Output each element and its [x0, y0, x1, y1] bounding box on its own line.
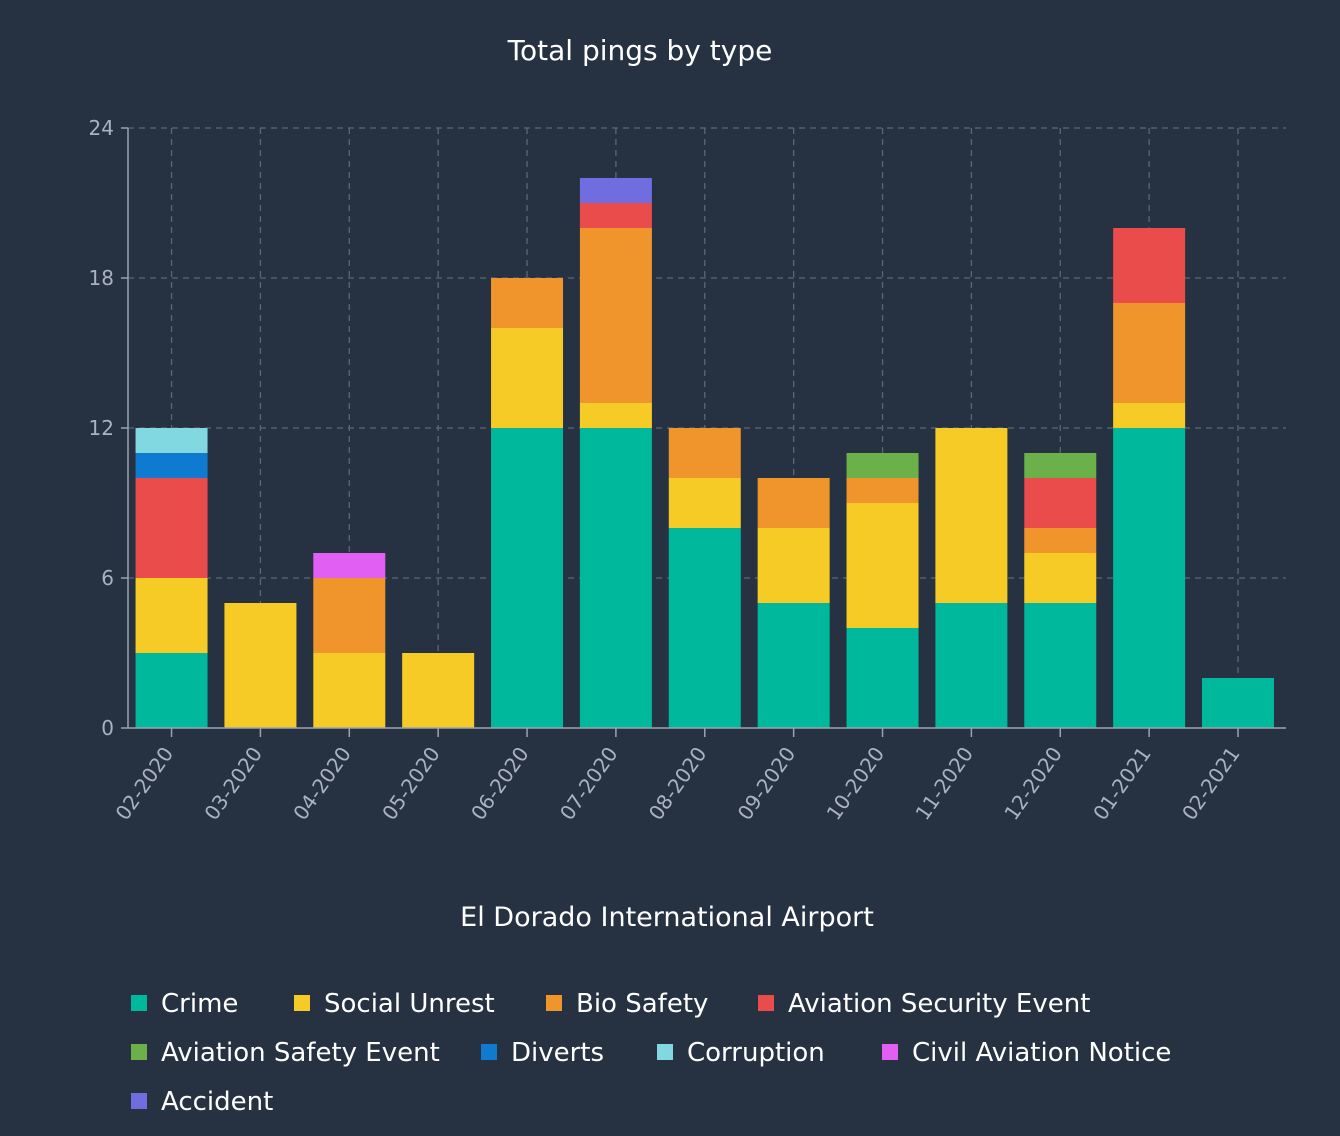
bar-segment [1202, 678, 1275, 728]
legend: Crime Social Unrest Bio Safety Aviation Sec… [131, 989, 1171, 1117]
legend-item[interactable]: Civil Aviation Notice [882, 1038, 1171, 1068]
x-tick-label: 10-2020 [822, 742, 890, 824]
x-tick-label: 12-2020 [999, 742, 1067, 824]
bar-segment [579, 203, 652, 228]
legend-swatch [294, 995, 310, 1011]
bar-segment [1024, 528, 1097, 553]
legend-swatch [758, 995, 774, 1011]
bar-segment [668, 528, 741, 728]
bar-segment [313, 578, 386, 653]
bar-segment [579, 178, 652, 203]
y-tick-label: 18 [89, 266, 114, 290]
legend-label: Crime [161, 989, 238, 1019]
legend-item[interactable]: Social Unrest [294, 989, 495, 1019]
legend-label: Aviation Safety Event [161, 1038, 440, 1068]
bar-segment [1024, 553, 1097, 603]
legend-swatch [546, 995, 562, 1011]
legend-label: Bio Safety [576, 989, 708, 1019]
bar-segment [1113, 428, 1186, 728]
x-tick-label: 04-2020 [288, 742, 356, 824]
bar-segment [135, 428, 208, 453]
x-tick-label: 08-2020 [644, 742, 712, 824]
bar-segment [135, 578, 208, 653]
legend-item[interactable]: Diverts [481, 1038, 604, 1068]
bar-segment [846, 503, 919, 628]
bar-segment [491, 278, 564, 328]
bar-segment [313, 653, 386, 728]
bar-segment [846, 478, 919, 503]
bar-segment [224, 603, 297, 728]
bar-segment [402, 653, 475, 728]
bar-segment [935, 603, 1008, 728]
bar-segment [579, 428, 652, 728]
legend-item[interactable]: Accident [131, 1087, 273, 1117]
bar-segment [579, 403, 652, 428]
x-tick-label: 11-2020 [910, 742, 978, 824]
bar-segment [579, 228, 652, 403]
bar-segment [1024, 603, 1097, 728]
x-axis-title: El Dorado International Airport [460, 902, 874, 933]
legend-swatch [882, 1044, 898, 1060]
bar-segment [491, 428, 564, 728]
bar-segment [1024, 478, 1097, 528]
legend-label: Accident [161, 1087, 273, 1117]
y-tick-label: 24 [89, 116, 114, 140]
legend-label: Civil Aviation Notice [912, 1038, 1171, 1068]
y-tick-label: 6 [101, 566, 114, 590]
bar-segment [135, 653, 208, 728]
x-tick-label: 02-2020 [111, 742, 179, 824]
bar-segment [668, 478, 741, 528]
legend-label: Social Unrest [324, 989, 495, 1019]
legend-label: Aviation Security Event [788, 989, 1090, 1019]
bars [135, 178, 1275, 728]
x-tick-label: 09-2020 [733, 742, 801, 824]
chart-title: Total pings by type [507, 34, 773, 67]
bar-segment [135, 453, 208, 478]
bar-segment [491, 328, 564, 428]
x-tick-label: 07-2020 [555, 742, 623, 824]
x-tick-label: 01-2021 [1088, 742, 1156, 824]
x-tick-label: 03-2020 [199, 742, 267, 824]
bar-segment [668, 428, 741, 478]
x-tick-label: 06-2020 [466, 742, 534, 824]
bar-segment [1113, 228, 1186, 303]
legend-label: Corruption [687, 1038, 825, 1068]
legend-item[interactable]: Crime [131, 989, 238, 1019]
legend-item[interactable]: Aviation Security Event [758, 989, 1090, 1019]
bar-segment [757, 528, 830, 603]
y-tick-label: 12 [89, 416, 114, 440]
legend-item[interactable]: Aviation Safety Event [131, 1038, 440, 1068]
bar-segment [1024, 453, 1097, 478]
bar-segment [1113, 303, 1186, 403]
legend-swatch [131, 1044, 147, 1060]
bar-segment [757, 478, 830, 528]
bar-segment [1113, 403, 1186, 428]
legend-item[interactable]: Bio Safety [546, 989, 708, 1019]
bar-segment [313, 553, 386, 578]
legend-swatch [131, 995, 147, 1011]
legend-swatch [131, 1093, 147, 1109]
x-tick-label: 05-2020 [377, 742, 445, 824]
bar-segment [135, 478, 208, 578]
y-tick-label: 0 [101, 716, 114, 740]
bar-segment [846, 453, 919, 478]
legend-swatch [481, 1044, 497, 1060]
legend-label: Diverts [511, 1038, 604, 1068]
legend-item[interactable]: Corruption [657, 1038, 825, 1068]
x-tick-label: 02-2021 [1177, 742, 1245, 824]
bar-segment [846, 628, 919, 728]
bar-segment [935, 428, 1008, 603]
legend-swatch [657, 1044, 673, 1060]
bar-segment [757, 603, 830, 728]
